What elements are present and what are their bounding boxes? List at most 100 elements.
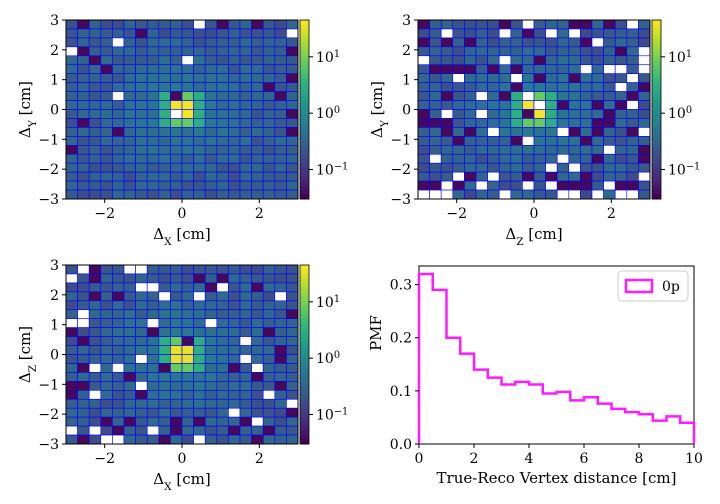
heatmap-cell (204, 153, 218, 164)
heatmap-cell (626, 162, 639, 173)
heatmap-cell (170, 189, 183, 200)
heatmap-cell (580, 127, 593, 137)
heatmap-cell (614, 189, 628, 200)
heatmap-cell (452, 64, 465, 74)
heatmap-cell (100, 372, 113, 382)
heatmap-cell (146, 264, 160, 275)
colorbar-segment (300, 42, 309, 48)
heatmap-cell (487, 64, 500, 74)
heatmap-cell (112, 100, 125, 110)
heatmap-cell (216, 273, 229, 284)
heatmap-cell (216, 100, 229, 110)
heatmap-cell (216, 162, 229, 173)
heatmap-cell (65, 336, 78, 346)
colorbar-segment (300, 154, 309, 160)
heatmap-cell (274, 109, 287, 119)
heatmap-cell (274, 136, 287, 146)
heatmap-cell (77, 345, 90, 355)
heatmap-cell (545, 118, 558, 128)
heatmap-cell (77, 389, 90, 400)
heatmap-cell (440, 73, 454, 83)
heatmap-cell (228, 162, 241, 173)
heatmap-cell (626, 55, 639, 66)
heatmap-cell (475, 180, 488, 191)
heatmap-cell (135, 55, 148, 66)
heatmap-cell (181, 372, 194, 382)
heatmap-cell (487, 55, 500, 66)
heatmap-cell (193, 345, 206, 355)
heatmap-cell (498, 162, 512, 173)
heatmap-cell (429, 153, 442, 164)
heatmap-cell (170, 389, 183, 400)
heatmap-cell (286, 336, 299, 346)
heatmap-cell (170, 28, 183, 39)
heatmap-cell (440, 145, 454, 155)
heatmap-cell (522, 109, 535, 119)
heatmap-cell (556, 46, 570, 57)
heatmap-cell (65, 82, 78, 92)
heatmap-cell (228, 416, 241, 427)
heatmap-cell (533, 153, 546, 164)
heatmap-cell (100, 127, 113, 137)
heatmap-cell (170, 363, 183, 373)
heatmap-cell (614, 64, 628, 74)
heatmap-cell (112, 291, 125, 302)
series-line-0p (417, 272, 696, 444)
colorbar-segment (652, 167, 661, 173)
heatmap-cell (158, 389, 171, 400)
heatmap-cell (193, 318, 206, 328)
heatmap-cell (251, 55, 264, 66)
heatmap-cell (274, 264, 287, 275)
heatmap-cell (239, 363, 252, 373)
heatmap-cell (77, 118, 90, 128)
heatmap-cell (262, 381, 276, 391)
heatmap-cell (545, 153, 558, 164)
heatmap-cell (452, 109, 465, 119)
heatmap-cell (262, 28, 276, 39)
colorbar-segment (652, 140, 661, 146)
heatmap-cell (65, 363, 78, 373)
heatmap-cell (216, 73, 229, 83)
heatmap-cell (77, 162, 90, 173)
heatmap-cell (193, 425, 206, 436)
heatmap-cell (146, 55, 160, 66)
heatmap-cell (88, 300, 102, 311)
heatmap-cell (170, 300, 183, 311)
heatmap-cell (193, 171, 206, 182)
heatmap-cell (591, 180, 604, 191)
heatmap-cell (251, 37, 264, 48)
heatmap-cell (88, 118, 102, 128)
heatmap-cell (65, 100, 78, 110)
heatmap-cell (135, 109, 148, 119)
heatmap-cell (77, 381, 90, 391)
heatmap-cell (146, 291, 160, 302)
colorbar-tick-label: 100 (668, 105, 692, 123)
heatmap-cell (251, 100, 264, 110)
colorbar-segment (300, 127, 309, 133)
heatmap-cell (440, 37, 454, 48)
heatmap-cell (274, 336, 287, 346)
heatmap-cell (181, 354, 194, 364)
heatmap-cell (638, 162, 651, 173)
heatmap-cell (452, 82, 465, 92)
heatmap-cell (498, 55, 512, 66)
colorbar-segment (300, 300, 309, 306)
heatmap-cell (158, 153, 171, 164)
heatmap-cell (100, 19, 113, 30)
heatmap-cell (123, 291, 136, 302)
heatmap-cell (112, 425, 125, 436)
heatmap-cell (591, 136, 604, 146)
heatmap-cell (100, 162, 113, 173)
colorbar-segment (652, 145, 661, 151)
heatmap-cell (498, 189, 512, 200)
heatmap-cell (123, 372, 136, 382)
heatmap-cell (591, 127, 604, 137)
heatmap-cell (65, 145, 78, 155)
heatmap-cell (170, 264, 183, 275)
heatmap-cell (123, 434, 136, 445)
y-tick-label: 2 (50, 288, 59, 304)
heatmap-cell (181, 425, 194, 436)
colorbar-segment (652, 55, 661, 61)
heatmap-cell (123, 345, 136, 355)
heatmap-cell (228, 127, 241, 137)
